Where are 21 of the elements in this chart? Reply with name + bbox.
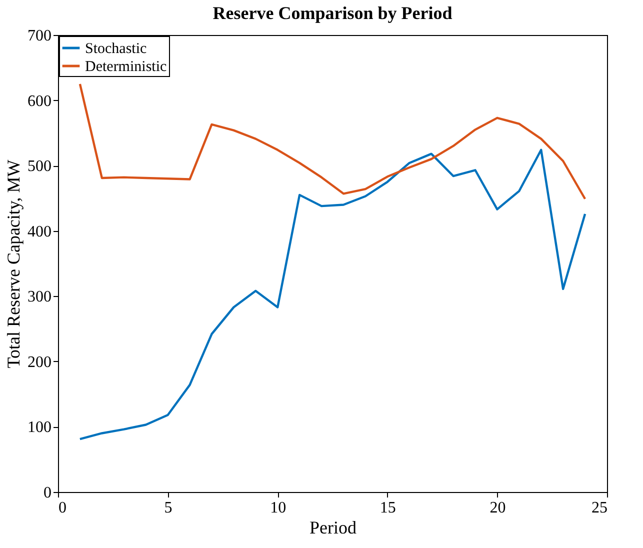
- x-tick-label: 20: [490, 500, 506, 516]
- line-series: [78, 148, 586, 440]
- y-tick-label: 400: [28, 223, 52, 240]
- legend-label: Stochastic: [85, 41, 147, 57]
- x-tick-label: 25: [592, 500, 608, 516]
- x-axis-title: Period: [310, 518, 356, 538]
- y-tick-label: 200: [28, 354, 52, 371]
- chart-title: Reserve Comparison by Period: [212, 3, 452, 23]
- y-tick-label: 500: [28, 158, 52, 176]
- y-tick-label: 300: [28, 288, 52, 306]
- x-tick-label: 15: [380, 500, 396, 516]
- y-tick-label: 600: [28, 92, 52, 110]
- y-tick-label: 0: [44, 484, 52, 502]
- x-tick-label: 10: [270, 500, 286, 516]
- legend-label: Deterministic: [85, 59, 167, 75]
- x-tick-label: 5: [164, 500, 172, 516]
- y-tick-label: 700: [28, 28, 52, 44]
- y-tick-label: 100: [28, 419, 52, 436]
- y-axis-title: Total Reserve Capacity, MW: [4, 160, 24, 368]
- x-tick-label: 0: [58, 500, 66, 516]
- line-series: [78, 82, 586, 200]
